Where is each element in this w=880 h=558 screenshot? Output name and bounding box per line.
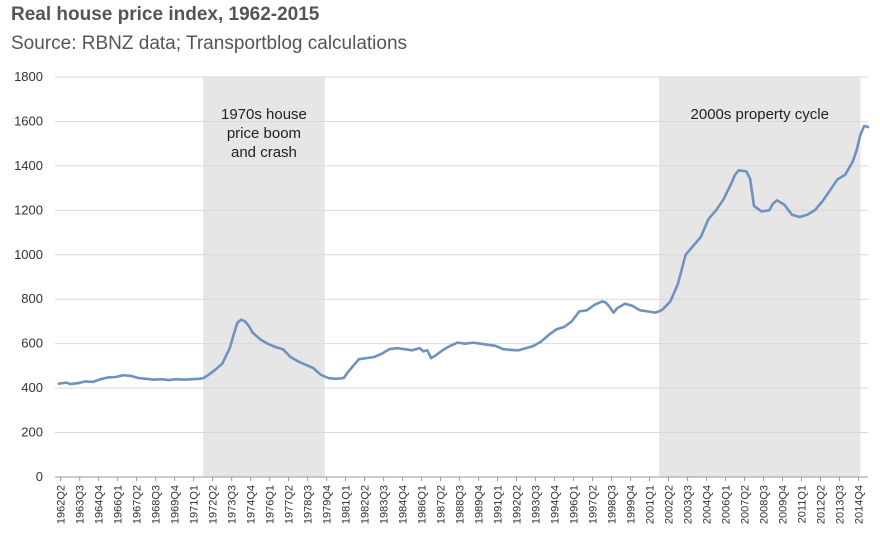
series-lines <box>57 124 870 386</box>
y-tick-label: 1600 <box>14 113 43 128</box>
x-tick-label: 2004Q4 <box>702 485 714 524</box>
x-tick-label: 1997Q2 <box>588 485 600 524</box>
x-tick-label: 1981Q1 <box>341 485 353 524</box>
x-tick-label: 1978Q3 <box>303 485 315 524</box>
y-tick-label: 400 <box>21 380 43 395</box>
y-tick-label: 1000 <box>14 247 43 262</box>
y-tick-label: 800 <box>21 291 43 306</box>
x-tick-label: 1968Q3 <box>151 485 163 524</box>
x-tick-label: 2002Q2 <box>664 485 676 524</box>
x-tick-label: 1977Q2 <box>284 485 296 524</box>
y-tick-label: 1800 <box>14 69 43 84</box>
x-tick-label: 1988Q3 <box>455 485 467 524</box>
y-tick-label: 0 <box>36 469 43 484</box>
x-tick-label: 2007Q2 <box>740 485 752 524</box>
x-tick-label: 1969Q4 <box>170 485 182 524</box>
x-tick-label: 2014Q4 <box>854 485 866 524</box>
chart-subtitle: Source: RBNZ data; Transportblog calcula… <box>11 33 408 54</box>
x-tick-label: 1996Q1 <box>569 485 581 524</box>
x-tick-label: 1998Q3 <box>607 485 619 524</box>
shaded-regions <box>203 77 861 477</box>
x-tick-label: 2003Q3 <box>683 485 695 524</box>
region-annotation-1: 1970s house <box>221 106 307 123</box>
shaded-region-1 <box>203 77 325 477</box>
chart-title: Real house price index, 1962-2015 <box>11 4 320 25</box>
x-tick-label: 1982Q2 <box>360 485 372 524</box>
x-tick-label: 1967Q2 <box>132 485 144 524</box>
region-annotation-1: price boom <box>227 125 301 142</box>
y-tick-label: 600 <box>21 336 43 351</box>
x-tick-label: 1993Q3 <box>531 485 543 524</box>
x-tick-label: 2009Q4 <box>778 485 790 524</box>
x-tick-label: 1994Q4 <box>550 485 562 524</box>
x-tick-label: 1976Q1 <box>265 485 277 524</box>
shaded-region-2 <box>659 77 861 477</box>
x-tick-label: 1973Q3 <box>227 485 239 524</box>
x-tick-label: 1987Q2 <box>436 485 448 524</box>
y-tick-label: 1200 <box>14 202 43 217</box>
x-tick-label: 1992Q2 <box>512 485 524 524</box>
region-annotation-2: 2000s property cycle <box>691 106 829 123</box>
x-tick-label: 1974Q4 <box>246 485 258 524</box>
y-tick-label: 200 <box>21 425 43 440</box>
x-tick-label: 1989Q4 <box>474 485 486 524</box>
annotations: 1970s house price boom and crash 2000s prop… <box>221 106 829 161</box>
x-tick-label: 2006Q1 <box>721 485 733 524</box>
x-tick-label: 2013Q3 <box>835 485 847 524</box>
x-tick-label: 1991Q1 <box>493 485 505 524</box>
x-tick-label: 1984Q4 <box>398 485 410 524</box>
x-tick-label: 2011Q1 <box>797 485 809 523</box>
x-tick-label: 1972Q2 <box>208 485 220 524</box>
x-tick-label: 1963Q3 <box>75 485 87 524</box>
region-annotation-1: and crash <box>231 144 297 161</box>
x-tick-label: 1983Q3 <box>379 485 391 524</box>
x-tick-label: 2001Q1 <box>645 485 657 524</box>
x-tick-label: 2012Q2 <box>816 485 828 524</box>
x-tick-label: 1962Q2 <box>56 485 68 524</box>
x-tick-label: 1999Q4 <box>626 485 638 524</box>
x-tick-label: 1971Q1 <box>189 485 201 524</box>
series-line-1 <box>57 124 870 386</box>
x-tick-label: 1966Q1 <box>113 485 125 524</box>
x-axis: 1962Q2 1963Q3 1964Q4 1966Q1 1967Q2 1968Q3 1969… <box>56 477 866 524</box>
x-tick-label: 2008Q3 <box>759 485 771 524</box>
y-tick-label: 1400 <box>14 158 43 173</box>
x-tick-label: 1964Q4 <box>94 485 106 524</box>
x-tick-label: 1979Q4 <box>322 485 334 524</box>
y-axis-ticks: 0 200 400 600 800 1000 1200 1400 1600 1800 <box>14 69 43 484</box>
x-tick-label: 1986Q1 <box>417 485 429 524</box>
